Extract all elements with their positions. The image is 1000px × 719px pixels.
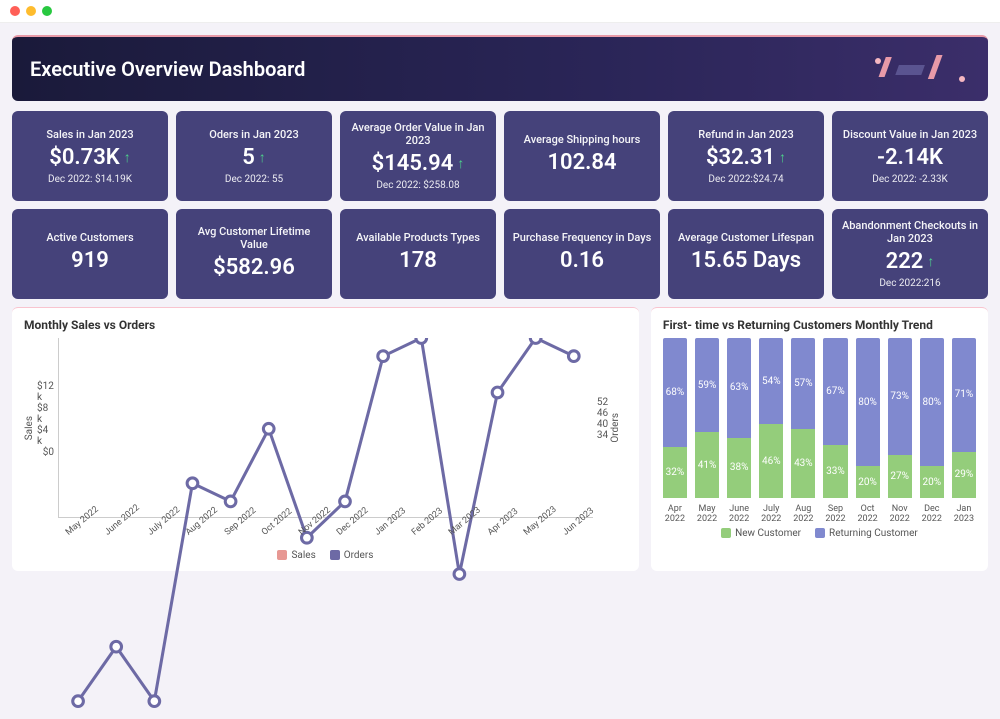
kpi-row-2: Active Customers 919 Avg Customer Lifetime… — [12, 209, 988, 299]
kpi-card: Sales in Jan 2023 $0.73K↑ Dec 2022: $14.19… — [12, 111, 168, 201]
legend-item-new: New Customer — [721, 528, 801, 539]
kpi-value: 919 — [20, 248, 160, 273]
trend-up-icon: ↑ — [927, 253, 934, 270]
stacked-bar: 80%20% — [856, 338, 880, 498]
kpi-value: 15.65 Days — [676, 248, 816, 273]
trend-up-icon: ↑ — [124, 149, 131, 166]
kpi-card: Oders in Jan 2023 5↑ Dec 2022: 55 — [176, 111, 332, 201]
kpi-sub: Dec 2022: 55 — [184, 174, 324, 185]
kpi-card: Refund in Jan 2023 $32.31↑ Dec 2022:$24.74 — [668, 111, 824, 201]
legend-item-returning: Returning Customer — [815, 528, 918, 539]
chart-title: First- time vs Returning Customers Month… — [663, 318, 976, 332]
kpi-value: 102.84 — [512, 150, 652, 175]
trend-up-icon: ↑ — [259, 149, 266, 166]
window-minimize-icon[interactable] — [26, 6, 36, 16]
kpi-label: Discount Value in Jan 2023 — [840, 128, 980, 141]
x-axis-labels: May 2022June 2022July 2022Aug 2022Sep 20… — [58, 520, 593, 540]
stacked-bar: 59%41% — [695, 338, 719, 498]
monthly-sales-orders-chart: Monthly Sales vs Orders Sales $12 k$8 k$… — [12, 307, 639, 571]
kpi-sub: Dec 2022:$24.74 — [676, 174, 816, 185]
kpi-card: Available Products Types 178 — [340, 209, 496, 299]
brand-logo — [870, 51, 970, 87]
kpi-value: $582.96 — [184, 255, 324, 280]
y-right-axis-label: Orders — [610, 413, 621, 443]
kpi-label: Oders in Jan 2023 — [184, 128, 324, 141]
customers-trend-chart: First- time vs Returning Customers Month… — [651, 307, 988, 571]
kpi-card: Average Shipping hours 102.84 — [504, 111, 660, 201]
kpi-value: 5↑ — [184, 145, 324, 170]
kpi-card: Abandonment Checkouts in Jan 2023 222↑ Dec… — [832, 209, 988, 299]
kpi-sub: Dec 2022: -2.33K — [840, 174, 980, 185]
kpi-value: $0.73K↑ — [20, 145, 160, 170]
chart-plot-area: 68%32% 59%41% 63%38% 54%46% 57%43% 67%33% 80%2… — [663, 338, 976, 518]
kpi-label: Sales in Jan 2023 — [20, 128, 160, 141]
kpi-label: Average Customer Lifespan — [676, 231, 816, 244]
legend-item-orders: Orders — [330, 550, 374, 561]
stacked-bar: 54%46% — [759, 338, 783, 498]
legend-item-sales: Sales — [277, 550, 315, 561]
stacked-bar: 63%38% — [727, 338, 751, 498]
charts-row: Monthly Sales vs Orders Sales $12 k$8 k$… — [12, 307, 988, 571]
kpi-card: Discount Value in Jan 2023 -2.14K Dec 2022… — [832, 111, 988, 201]
stacked-bar: 80%20% — [920, 338, 944, 498]
header-banner: Executive Overview Dashboard — [12, 35, 988, 101]
trend-up-icon: ↑ — [779, 149, 786, 166]
window-chrome — [0, 0, 1000, 23]
kpi-sub: Dec 2022:216 — [840, 278, 980, 289]
page-title: Executive Overview Dashboard — [30, 57, 305, 81]
kpi-value: $145.94↑ — [348, 151, 488, 176]
y-left-ticks: $12 k$8 k$4 k$0 — [37, 381, 58, 476]
kpi-sub: Dec 2022: $258.08 — [348, 180, 488, 191]
kpi-card: Active Customers 919 — [12, 209, 168, 299]
kpi-row-1: Sales in Jan 2023 $0.73K↑ Dec 2022: $14.19… — [12, 111, 988, 201]
chart-legend: New Customer Returning Customer — [663, 528, 976, 539]
kpi-value: $32.31↑ — [676, 145, 816, 170]
x-axis-labels: Apr 2022May 2022June 2022July 2022Aug 20… — [663, 504, 976, 524]
window-close-icon[interactable] — [10, 6, 20, 16]
kpi-label: Refund in Jan 2023 — [676, 128, 816, 141]
stacked-bar: 73%27% — [888, 338, 912, 498]
stacked-bar: 71%29% — [952, 338, 976, 498]
dashboard-page: Executive Overview Dashboard Sales in Ja… — [0, 23, 1000, 583]
kpi-label: Avg Customer Lifetime Value — [184, 225, 324, 251]
chart-plot-area — [58, 338, 593, 518]
stacked-bar: 67%33% — [823, 338, 847, 498]
kpi-card: Average Order Value in Jan 2023 $145.94↑ D… — [340, 111, 496, 201]
kpi-value: 0.16 — [512, 248, 652, 273]
kpi-value: -2.14K — [840, 145, 980, 170]
kpi-card: Average Customer Lifespan 15.65 Days — [668, 209, 824, 299]
trend-up-icon: ↑ — [457, 155, 464, 172]
kpi-label: Active Customers — [20, 231, 160, 244]
kpi-label: Abandonment Checkouts in Jan 2023 — [840, 219, 980, 245]
kpi-sub: Dec 2022: $14.19K — [20, 174, 160, 185]
chart-legend: Sales Orders — [24, 550, 627, 561]
stacked-bar: 68%32% — [663, 338, 687, 498]
kpi-label: Average Order Value in Jan 2023 — [348, 121, 488, 147]
stacked-bar: 57%43% — [791, 338, 815, 498]
chart-title: Monthly Sales vs Orders — [24, 318, 627, 332]
kpi-value: 178 — [348, 248, 488, 273]
y-right-ticks: 52464034 — [593, 397, 608, 459]
window-zoom-icon[interactable] — [42, 6, 52, 16]
kpi-label: Average Shipping hours — [512, 133, 652, 146]
kpi-card: Avg Customer Lifetime Value $582.96 — [176, 209, 332, 299]
kpi-value: 222↑ — [840, 249, 980, 274]
kpi-label: Available Products Types — [348, 231, 488, 244]
kpi-card: Purchase Frequency in Days 0.16 — [504, 209, 660, 299]
y-left-axis-label: Sales — [24, 416, 35, 440]
kpi-label: Purchase Frequency in Days — [512, 231, 652, 244]
